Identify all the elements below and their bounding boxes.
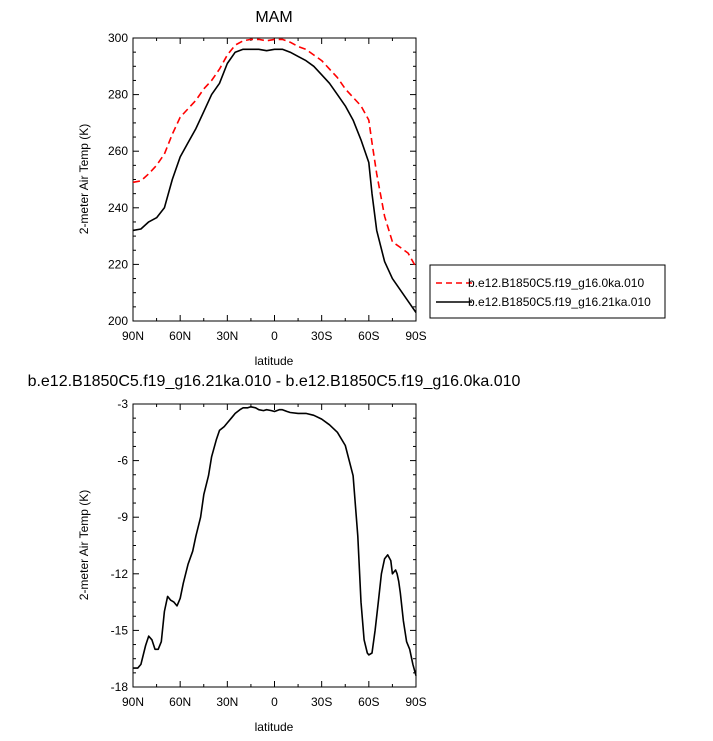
y-tick-label: 260 — [108, 144, 128, 158]
x-tick-label: 90N — [122, 329, 144, 343]
top-y-axis-label: 2-meter Air Temp (K) — [77, 124, 91, 234]
x-tick-label: 90S — [405, 695, 426, 709]
top-panel: MAM 90N 60N 30N 0 30S 60S 90S 200 220 240 260 280 3… — [77, 9, 427, 368]
bottom-chart-title: b.e12.B1850C5.f19_g16.21ka.010 - b.e12.B… — [28, 373, 521, 390]
x-tick-label: 60S — [358, 695, 379, 709]
x-tick-label: 30N — [216, 329, 238, 343]
x-tick-label: 0 — [271, 695, 278, 709]
y-tick-label: -3 — [117, 397, 128, 411]
legend-label-0ka: b.e12.B1850C5.f19_g16.0ka.010 — [468, 276, 644, 290]
bottom-panel: b.e12.B1850C5.f19_g16.21ka.010 - b.e12.B… — [28, 373, 521, 734]
bottom-series-lines — [133, 405, 417, 676]
y-tick-label: -12 — [111, 567, 129, 581]
bottom-x-ticks: 90N 60N 30N 0 30S 60S 90S — [122, 404, 427, 709]
x-tick-label: 0 — [271, 329, 278, 343]
y-tick-label: -9 — [117, 510, 128, 524]
top-x-ticks: 90N 60N 30N 0 30S 60S 90S — [122, 38, 427, 343]
x-tick-label: 60S — [358, 329, 379, 343]
y-tick-label: -15 — [111, 623, 129, 637]
top-chart-title: MAM — [255, 9, 292, 26]
x-tick-label: 30S — [311, 695, 332, 709]
top-plot-frame — [132, 37, 417, 322]
legend-label-21ka: b.e12.B1850C5.f19_g16.21ka.010 — [468, 295, 651, 309]
legend: b.e12.B1850C5.f19_g16.0ka.010 b.e12.B185… — [429, 264, 666, 319]
x-tick-label: 60N — [169, 695, 191, 709]
series-line-0-0 — [132, 38, 417, 268]
legend-box — [429, 264, 666, 319]
bottom-x-axis-label: latitude — [255, 720, 294, 734]
y-tick-label: -6 — [117, 454, 128, 468]
top-series-lines — [132, 38, 417, 313]
y-tick-label: 240 — [108, 201, 128, 215]
y-tick-label: 280 — [108, 88, 128, 102]
y-tick-label: 220 — [108, 257, 128, 271]
x-tick-label: 90N — [122, 695, 144, 709]
bottom-y-ticks: -3 -6 -9 -12 -15 -18 — [111, 397, 416, 694]
top-y-ticks: 200 220 240 260 280 300 — [108, 31, 416, 328]
series-line-1-0 — [133, 405, 417, 676]
y-tick-label: 200 — [108, 314, 128, 328]
x-tick-label: 30S — [311, 329, 332, 343]
bottom-y-axis-label: 2-meter Air Temp (K) — [77, 490, 91, 600]
x-tick-label: 60N — [169, 329, 191, 343]
x-tick-label: 30N — [216, 695, 238, 709]
y-tick-label: -18 — [111, 680, 129, 694]
top-x-axis-label: latitude — [255, 354, 294, 368]
series-line-0-1 — [132, 48, 417, 313]
y-tick-label: 300 — [108, 31, 128, 45]
x-tick-label: 90S — [405, 329, 426, 343]
